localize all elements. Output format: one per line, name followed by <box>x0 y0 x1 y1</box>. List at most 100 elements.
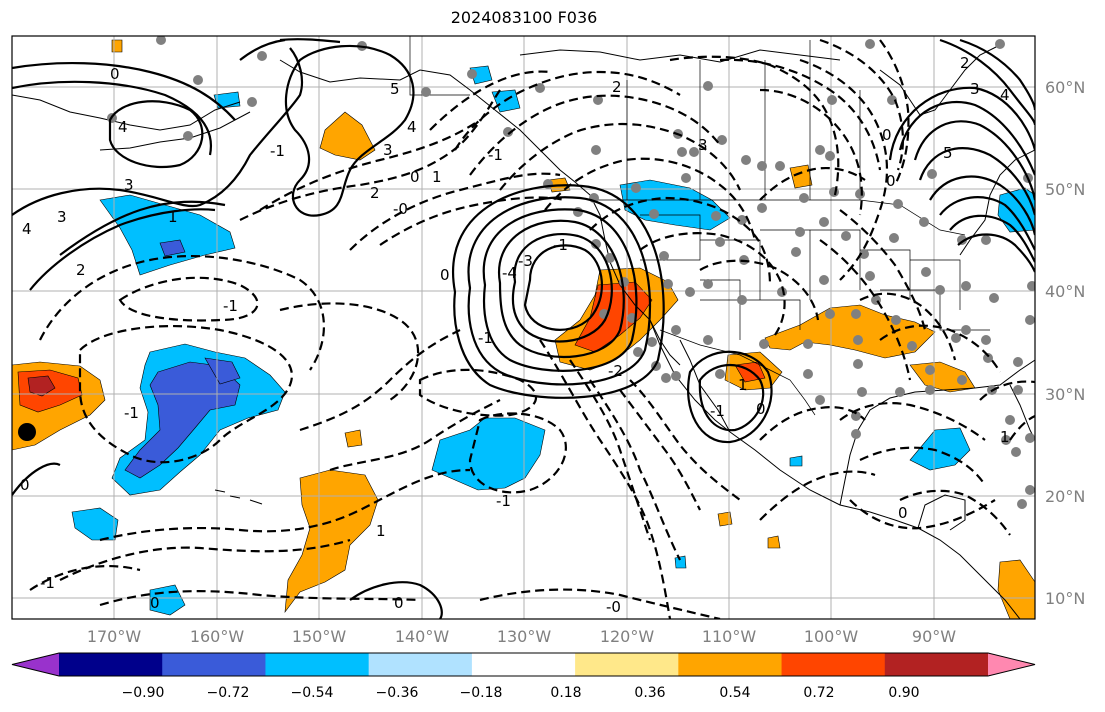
shade-west-darkred <box>27 375 56 397</box>
shade-tiny1 <box>717 511 733 527</box>
map-title: 2024083100 F036 <box>450 8 598 27</box>
shade-tiny3 <box>789 455 803 467</box>
shade-ca-red <box>574 281 653 353</box>
cbar-label-6: 0.36 <box>634 685 665 701</box>
clab-40: 0 <box>20 476 30 494</box>
clab-21: 4 <box>1000 86 1010 104</box>
map-plot-area: 0 4 3 3 4 2 1 -1 5 3 4 2 -0 0 1 -1 2 3 0… <box>12 36 1035 619</box>
clab-10: 4 <box>407 118 417 136</box>
border-provinces <box>626 40 861 200</box>
lat-label-40: 40°N <box>1045 282 1085 301</box>
clab-11: 2 <box>370 184 380 202</box>
cbar-label-7: 0.54 <box>719 685 750 701</box>
coast-mexico <box>729 431 1021 619</box>
cbar-label-8: 0.72 <box>803 685 834 701</box>
coast-hawaii <box>214 489 263 505</box>
lon-label-90: 90°W <box>912 627 956 646</box>
colorbar-swatch <box>678 653 783 676</box>
colorbar-extend-low <box>12 653 59 676</box>
colorbar-tick-labels: −0.90 −0.72 −0.54 −0.36 −0.18 0.18 0.36 … <box>122 685 920 701</box>
cbar-label-5: 0.18 <box>550 685 581 701</box>
lon-label-100: 100°W <box>804 627 859 646</box>
clab-41: -1 <box>124 404 139 422</box>
clab-5: 2 <box>76 261 86 279</box>
lon-label-130: 130°W <box>497 627 552 646</box>
clab-14: 1 <box>432 168 442 186</box>
clab-16: 2 <box>612 78 622 96</box>
latitude-labels: 60°N 50°N 40°N 30°N 20°N 10°N <box>1045 78 1085 608</box>
colorbar-swatch <box>575 653 679 676</box>
lat-label-60: 60°N <box>1045 78 1085 97</box>
map-frame <box>11 35 1036 620</box>
lon-label-140: 140°W <box>395 627 450 646</box>
border-states <box>640 214 990 340</box>
lon-label-110: 110°W <box>702 627 757 646</box>
contours-solid <box>12 38 1035 619</box>
clab-4: 4 <box>22 220 32 238</box>
cbar-label-3: −0.36 <box>376 685 419 701</box>
shade-aleut-orange <box>319 111 376 161</box>
lat-label-10: 10°N <box>1045 589 1085 608</box>
cbar-label-2: −0.54 <box>291 685 334 701</box>
colorbar-swatch <box>162 653 266 676</box>
clab-18: 0 <box>882 126 892 144</box>
cbar-label-1: −0.72 <box>207 685 250 701</box>
shade-small-orange <box>344 429 363 448</box>
longitude-labels: 170°W 160°W 150°W 140°W 130°W 120°W 110°… <box>87 627 956 646</box>
coast-arctic <box>519 49 841 63</box>
contours-dashed <box>29 38 1035 619</box>
clab-29: -2 <box>608 362 623 380</box>
clab-32: 0 <box>756 400 766 418</box>
shade-ne-blue <box>997 187 1035 233</box>
coast-westcoast <box>589 194 681 366</box>
clab-22: 2 <box>960 54 970 72</box>
clab-3: 3 <box>57 208 67 226</box>
clab-37: 0 <box>150 594 160 612</box>
colorbar <box>11 652 1036 677</box>
shaded-regions <box>12 39 1035 619</box>
lon-label-120: 120°W <box>600 627 655 646</box>
shade-blob3 <box>213 91 241 109</box>
shade-nw-medblue <box>159 239 186 257</box>
clab-24: -4 <box>502 264 517 282</box>
colorbar-swatch <box>884 653 989 676</box>
coast-canada-east <box>959 149 1035 256</box>
clab-33: 0 <box>886 172 896 190</box>
lon-label-170: 170°W <box>87 627 142 646</box>
cbar-label-4: −0.18 <box>460 685 503 701</box>
clab-35: 1 <box>376 522 386 540</box>
coast-baja <box>649 319 731 433</box>
clab-43: 0 <box>898 504 908 522</box>
colorbar-outline <box>11 652 1036 677</box>
clab-42: 1 <box>1000 428 1010 446</box>
clab-7: -1 <box>223 297 238 315</box>
lon-label-160: 160°W <box>190 627 245 646</box>
lat-label-20: 20°N <box>1045 487 1085 506</box>
clab-1: 4 <box>118 118 128 136</box>
clab-13: 0 <box>410 168 420 186</box>
colorbar-swatch <box>59 653 163 676</box>
coast-hudson <box>879 44 1001 116</box>
colorbar-swatch <box>781 653 886 676</box>
clab-28: -1 <box>553 236 568 254</box>
clab-8: 5 <box>390 80 400 98</box>
shade-tiny5 <box>767 535 781 549</box>
clab-9: 3 <box>383 141 393 159</box>
black-marker <box>18 423 36 441</box>
contour-labels: 0 4 3 3 4 2 1 -1 5 3 4 2 -0 0 1 -1 2 3 0… <box>20 54 1010 616</box>
coast-alaska <box>12 59 591 196</box>
border-us-mexico <box>659 329 816 416</box>
lat-label-30: 30°N <box>1045 385 1085 404</box>
colorbar-swatch <box>368 653 473 676</box>
shade-plains-orange <box>789 164 813 189</box>
clab-34: -1 <box>496 492 511 510</box>
station-dots <box>107 36 1035 509</box>
clab-30: -1 <box>710 402 725 420</box>
clab-15: -1 <box>270 142 285 160</box>
clab-12: -0 <box>393 200 408 218</box>
clab-31: 1 <box>738 376 748 394</box>
coastlines <box>12 44 1035 619</box>
clab-6: 1 <box>168 208 178 226</box>
lat-label-50: 50°N <box>1045 180 1085 199</box>
